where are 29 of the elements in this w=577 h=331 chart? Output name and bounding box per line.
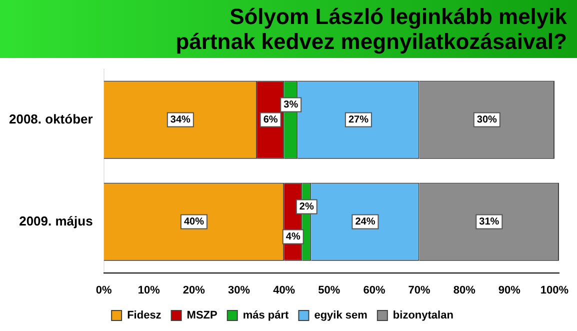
data-label: 30% bbox=[476, 114, 498, 126]
x-tick-label: 30% bbox=[228, 284, 250, 296]
data-label: 6% bbox=[263, 114, 278, 126]
data-label: 3% bbox=[284, 100, 298, 111]
x-tick-label: 100% bbox=[540, 284, 569, 296]
legend-label: bizonytalan bbox=[392, 310, 454, 322]
x-tick-label: 0% bbox=[96, 284, 112, 296]
legend-label: Fidesz bbox=[127, 310, 162, 322]
data-label: 34% bbox=[170, 114, 191, 126]
x-tick-label: 60% bbox=[363, 284, 386, 296]
x-tick-label: 50% bbox=[318, 284, 340, 296]
data-label: 4% bbox=[286, 232, 300, 243]
legend-label: egyik sem bbox=[314, 310, 368, 322]
x-tick-label: 80% bbox=[453, 284, 476, 296]
legend-label: MSZP bbox=[186, 310, 218, 322]
data-label: 24% bbox=[355, 216, 376, 228]
data-label: 40% bbox=[184, 216, 204, 228]
x-tick-label: 90% bbox=[498, 284, 521, 296]
x-tick-label: 40% bbox=[273, 284, 296, 296]
legend-label: más párt bbox=[242, 310, 290, 322]
data-label: 31% bbox=[479, 216, 500, 228]
y-tick-label: 2009. május bbox=[19, 213, 93, 228]
y-tick-label: 2008. október bbox=[8, 111, 93, 126]
x-tick-label: 70% bbox=[408, 284, 431, 296]
data-label: 27% bbox=[348, 114, 369, 126]
x-tick-label: 20% bbox=[182, 284, 206, 296]
data-label: 2% bbox=[299, 202, 314, 213]
x-tick-label: 10% bbox=[138, 284, 160, 296]
chart-title: Sólyom László leginkább melyik pártnak kedvez megnyilatkozásaival? bbox=[174, 4, 567, 54]
